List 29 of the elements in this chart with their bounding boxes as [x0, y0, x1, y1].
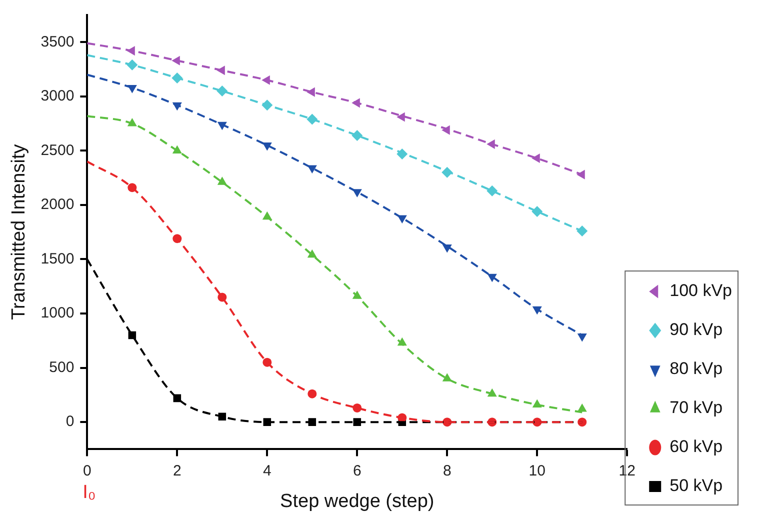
point — [442, 244, 452, 253]
legend-label: 80 kVp — [670, 359, 723, 378]
legend-label: 50 kVp — [670, 476, 723, 496]
x-tick-label: 10 — [528, 462, 546, 480]
y-tick-label: 1000 — [40, 304, 74, 322]
y-tick-label: 2000 — [40, 196, 74, 214]
x-tick-label: 6 — [352, 462, 362, 480]
x-tick-label: 8 — [442, 462, 452, 480]
x-axis-title: Step wedge (step) — [280, 490, 434, 512]
x-tick-label: 4 — [262, 462, 272, 480]
point — [532, 154, 540, 164]
y-tick-label: 1500 — [40, 250, 74, 268]
legend-label: 70 kVp — [670, 398, 723, 418]
point — [442, 373, 452, 382]
text: I₀ — [82, 482, 96, 503]
point — [396, 112, 405, 122]
y-tick-label: 2500 — [40, 142, 74, 159]
legend-label: 60 kVp — [670, 437, 723, 456]
y-tick-label: 0 — [66, 413, 74, 430]
x-tick-label: 0 — [82, 462, 92, 480]
y-tick-label: 500 — [49, 358, 74, 376]
legend-label: 90 kVp — [670, 320, 723, 340]
legend-label: 100 kVp — [670, 281, 732, 300]
y-tick-label: 3500 — [40, 33, 74, 50]
y-tick-label: 3000 — [40, 88, 74, 105]
y-axis-title: Transmitted Intensity — [8, 144, 30, 320]
point — [577, 404, 587, 412]
point — [217, 176, 227, 185]
x-tick-label: 2 — [172, 462, 182, 480]
